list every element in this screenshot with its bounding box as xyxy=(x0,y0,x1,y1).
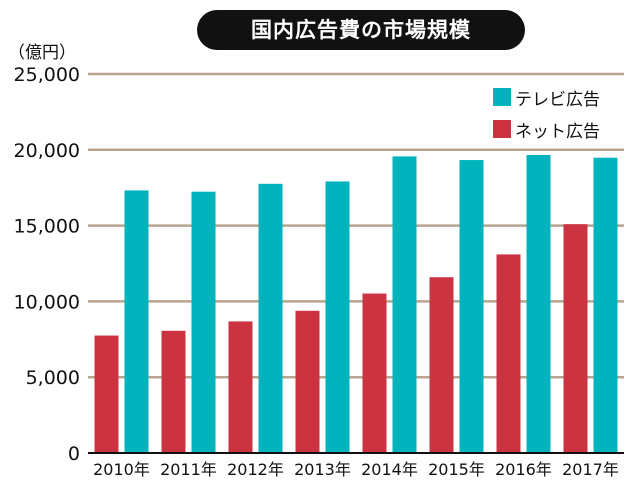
bar-tv xyxy=(526,154,551,453)
bar-net xyxy=(496,254,521,453)
bar-tv xyxy=(325,181,350,454)
x-tick-label: 2012年 xyxy=(227,460,284,479)
bar-tv xyxy=(593,157,618,454)
bar-tv xyxy=(191,191,216,453)
bar-net xyxy=(228,321,253,453)
x-tick-label: 2011年 xyxy=(160,460,217,479)
chart-title: 国内広告費の市場規模 xyxy=(197,10,525,50)
y-axis-unit-label: （億円） xyxy=(8,43,76,63)
bar-tv xyxy=(124,190,149,453)
bar-tv xyxy=(258,183,283,453)
legend-item-tv: テレビ広告 xyxy=(493,84,600,110)
y-tick-label: 20,000 xyxy=(14,140,80,162)
y-tick-label: 0 xyxy=(68,443,80,465)
x-tick-label: 2015年 xyxy=(428,460,485,479)
legend-label-net: ネット広告 xyxy=(515,121,600,142)
bar-net xyxy=(94,335,119,453)
bar-net xyxy=(161,330,186,453)
legend-swatch-net xyxy=(493,120,511,138)
x-tick-label: 2016年 xyxy=(495,460,552,479)
legend-label-tv: テレビ広告 xyxy=(515,89,600,110)
legend-swatch-tv xyxy=(493,88,511,106)
bar-net xyxy=(295,310,320,453)
bar-tv xyxy=(459,160,484,453)
x-tick-label: 2017年 xyxy=(562,460,619,479)
y-tick-label: 15,000 xyxy=(14,216,80,238)
legend-item-net: ネット広告 xyxy=(493,116,600,142)
x-tick-label: 2010年 xyxy=(93,460,150,479)
bar-tv xyxy=(392,156,417,453)
bar-net xyxy=(362,293,387,453)
bar-net xyxy=(563,224,588,453)
y-tick-label: 25,000 xyxy=(14,64,80,86)
y-tick-label: 5,000 xyxy=(26,367,80,389)
x-tick-label: 2013年 xyxy=(294,460,351,479)
legend: テレビ広告 ネット広告 xyxy=(493,84,600,148)
y-tick-label: 10,000 xyxy=(14,291,80,313)
x-tick-label: 2014年 xyxy=(361,460,418,479)
bar-net xyxy=(429,277,454,453)
